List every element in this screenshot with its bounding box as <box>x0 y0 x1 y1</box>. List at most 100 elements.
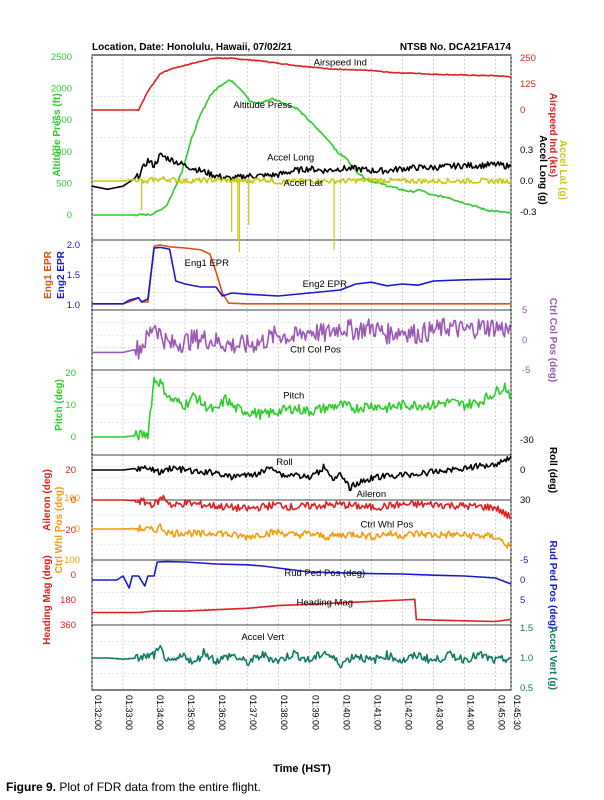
x-tick-label: 01:43:00 <box>434 695 444 730</box>
series-label: Accel Vert <box>241 632 284 643</box>
axis-label-rud-ped-pos-deg-: Rud Ped Pos (deg) <box>547 541 558 630</box>
x-tick-label: 01:40:00 <box>341 695 351 730</box>
series-label: Roll <box>276 457 292 468</box>
caption-text: Plot of FDR data from the entire flight. <box>56 780 261 794</box>
y-tick-label: 20 <box>65 465 76 476</box>
series-eng2-epr <box>92 246 511 305</box>
series-label: Eng1 EPR <box>185 258 229 269</box>
x-tick-label: 01:33:00 <box>124 695 134 730</box>
y-tick-label: 0 <box>71 495 76 506</box>
y-tick-label: 5 <box>520 595 525 606</box>
y-tick-label: 1500 <box>51 115 72 126</box>
y-tick-label: 1.5 <box>67 270 80 281</box>
series-label: Rud Ped Pos (deg) <box>284 568 365 579</box>
y-tick-label: 2.0 <box>67 240 80 251</box>
series-label: Heading Mag <box>297 598 354 609</box>
series-altitude-press <box>92 79 512 217</box>
axis-label-accel-long-g-: Accel Long (g) <box>537 135 548 204</box>
x-tick-label: 01:42:00 <box>403 695 413 730</box>
y-tick-label: 1.5 <box>520 623 533 634</box>
axis-label-eng2-epr: Eng2 EPR <box>56 250 67 299</box>
x-tick-label: 01:34:00 <box>155 695 165 730</box>
y-tick-label: 125 <box>520 79 536 90</box>
axis-label-roll-deg-: Roll (deg) <box>547 447 558 493</box>
figure-caption: Figure 9. Plot of FDR data from the enti… <box>6 780 261 794</box>
y-tick-label: 0 <box>75 524 80 535</box>
series-accel-lat <box>92 176 512 185</box>
x-tick-label: 01:32:00 <box>93 695 103 730</box>
x-axis-label: Time (HST) <box>273 763 331 775</box>
y-tick-label: 0 <box>520 465 525 476</box>
axis-label-pitch-deg-: Pitch (deg) <box>54 379 65 431</box>
x-tick-label: 01:38:00 <box>279 695 289 730</box>
y-tick-label: 100 <box>64 493 80 504</box>
y-tick-label: 500 <box>56 178 72 189</box>
series-ctrl-whl-pos <box>92 523 512 549</box>
y-tick-label: 250 <box>520 53 536 64</box>
axis-label-accel-vert-g-: Accel Vert (g) <box>547 626 558 690</box>
y-tick-label: 0 <box>520 105 525 116</box>
series-label: Ctrl Whl Pos <box>360 519 413 530</box>
x-tick-label: 01:35:00 <box>186 695 196 730</box>
axis-label-altitude-press-ft-: Altitude Press (ft) <box>52 93 63 176</box>
series-pitch <box>92 376 512 441</box>
axis-label-ctrl-whl-pos-deg-: Ctrl Whl Pos (deg) <box>54 487 65 574</box>
series-label: Eng2 EPR <box>303 279 347 290</box>
y-tick-label: 1000 <box>51 147 72 158</box>
x-tick-label: 01:36:00 <box>217 695 227 730</box>
series-accel-vert <box>92 644 512 669</box>
y-tick-label: 0.0 <box>520 176 533 187</box>
series-aileron <box>92 494 512 519</box>
axis-label-eng1-epr: Eng1 EPR <box>43 250 54 299</box>
y-tick-label: 0 <box>520 575 525 586</box>
y-tick-label: 0.5 <box>520 683 533 694</box>
series-ctrl-col-pos <box>92 317 512 360</box>
x-tick-label: 01:39:00 <box>310 695 320 730</box>
y-tick-label: -30 <box>520 435 534 446</box>
y-tick-label: 2500 <box>51 52 72 63</box>
series-label: Accel Long <box>267 152 314 163</box>
series-label: Altitude Press <box>233 100 292 111</box>
series-label: Aileron <box>357 489 387 500</box>
y-tick-label: 1.0 <box>67 300 80 311</box>
y-tick-label: -5 <box>522 365 530 376</box>
y-tick-label: 1.0 <box>520 653 533 664</box>
y-tick-label: 5 <box>522 305 527 316</box>
y-tick-label: 360 <box>60 620 76 631</box>
axis-label-accel-lat-g-: Accel Lat (g) <box>557 140 568 200</box>
x-tick-label: 01:37:00 <box>248 695 258 730</box>
y-tick-label: -20 <box>62 525 76 536</box>
y-tick-label: 2000 <box>51 84 72 95</box>
x-tick-label: 01:45:30 <box>512 695 522 730</box>
series-label: Pitch <box>283 391 304 402</box>
x-tick-label: 01:41:00 <box>372 695 382 730</box>
y-tick-label: 0 <box>522 335 527 346</box>
y-tick-label: 0 <box>67 210 72 221</box>
y-tick-label: 20 <box>65 368 76 379</box>
y-tick-label: 0.3 <box>520 145 533 156</box>
chart-title-left: Location, Date: Honolulu, Hawaii, 07/02/… <box>92 42 292 53</box>
y-tick-label: -0.3 <box>520 207 536 218</box>
series-accel-long <box>91 152 512 191</box>
y-tick-label: 10 <box>65 400 76 411</box>
axis-label-ctrl-col-pos-deg-: Ctrl Col Pos (deg) <box>547 298 558 382</box>
series-label: Accel Lat <box>284 178 323 189</box>
x-tick-label: 01:45:00 <box>496 695 506 730</box>
series-label: Airspeed Ind <box>314 57 367 68</box>
y-tick-label: -100 <box>61 555 80 566</box>
y-tick-label: 0 <box>71 570 76 581</box>
series-roll <box>92 455 512 492</box>
caption-label: Figure 9. <box>6 780 57 794</box>
x-tick-label: 01:44:00 <box>465 695 475 730</box>
y-tick-label: 30 <box>520 495 531 506</box>
axis-label-airspeed-ind-kts-: Airspeed Ind (kts) <box>547 93 558 177</box>
axis-label-heading-mag-deg-: Heading Mag (deg) <box>42 555 53 644</box>
series-rud-ped-pos <box>92 560 512 589</box>
y-tick-label: 180 <box>60 595 76 606</box>
series-heading-mag <box>92 598 512 623</box>
y-tick-label: -5 <box>520 555 528 566</box>
fdr-chart: 01:32:00 01:33:00 01:34:00 01:35:00 01:36:00… <box>42 42 568 775</box>
y-tick-label: 0 <box>71 432 76 443</box>
series-label: Ctrl Col Pos <box>290 344 341 355</box>
